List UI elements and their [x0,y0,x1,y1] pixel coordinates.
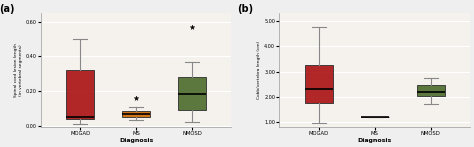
Text: (b): (b) [237,4,254,14]
Y-axis label: Spinal cord lesion length
(in vertebral segments): Spinal cord lesion length (in vertebral … [15,43,23,97]
PathPatch shape [417,85,445,96]
PathPatch shape [66,70,94,119]
PathPatch shape [122,111,150,117]
Text: (a): (a) [0,4,15,14]
PathPatch shape [304,65,333,103]
Y-axis label: Cobb/vertebra length (cm): Cobb/vertebra length (cm) [257,41,262,99]
PathPatch shape [178,77,206,110]
X-axis label: Diagnosis: Diagnosis [357,138,392,143]
X-axis label: Diagnosis: Diagnosis [119,138,153,143]
